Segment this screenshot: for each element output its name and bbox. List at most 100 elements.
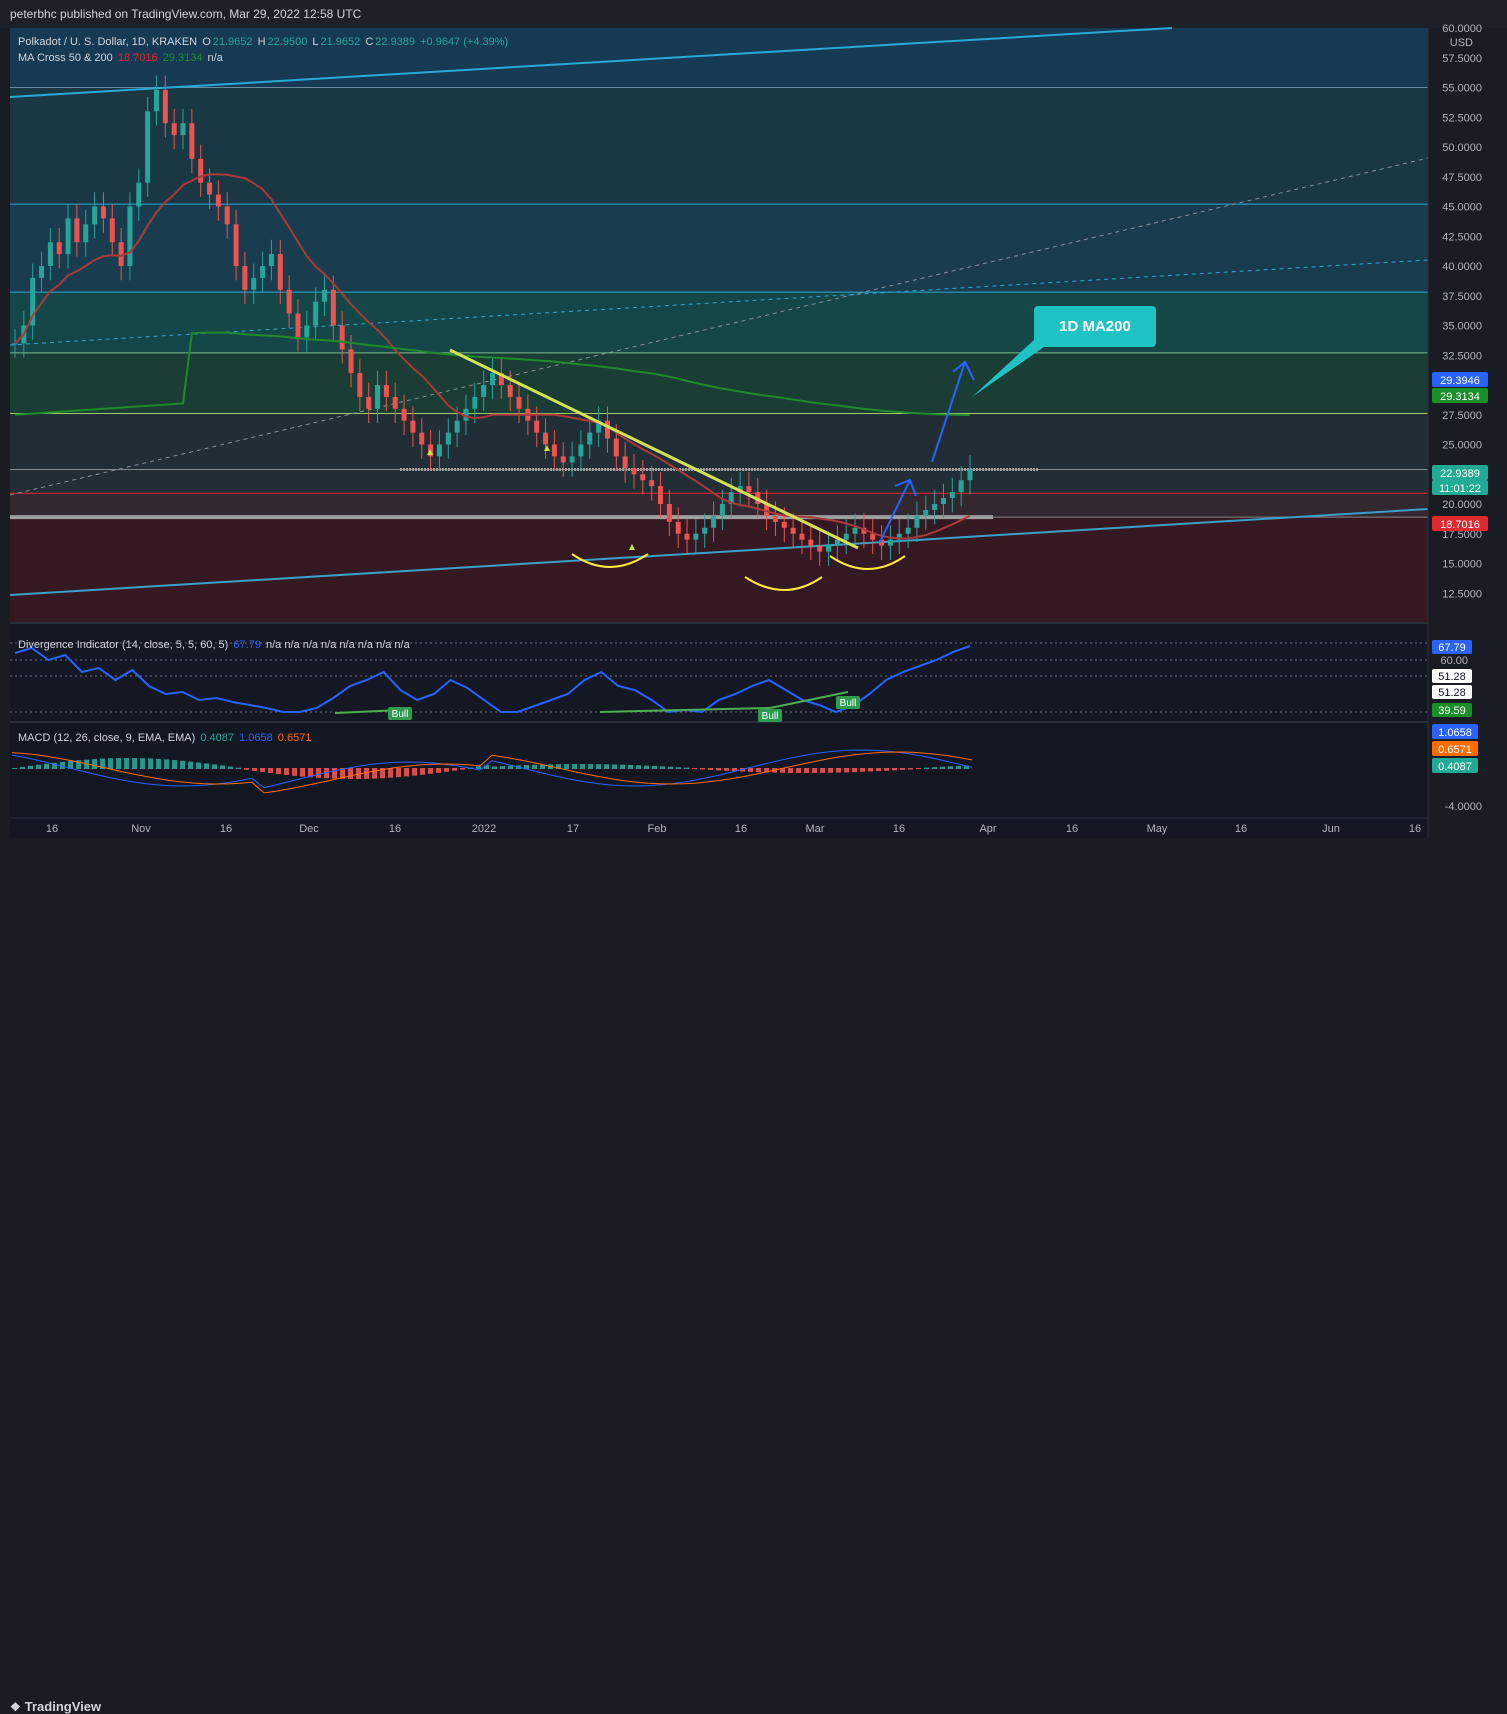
macd-histogram-bar [236,767,241,769]
macd-histogram-bar [44,763,49,769]
candle-body [843,533,849,540]
bull-label: Bull [762,711,779,722]
ma200-line [14,331,971,417]
macd-histogram-bar [76,760,81,769]
projection-arrow-2-head [894,478,917,497]
candle-body [631,468,637,475]
divergence-tag-box [1432,703,1472,717]
price-tick-label: 20.0000 [1442,499,1482,511]
ohlc-low: 21.9652 [320,36,361,48]
candle-body [932,504,938,510]
macd-histogram-bar [164,759,169,769]
publish-bar: peterbhc published on TradingView.com, M… [0,0,1507,28]
macd-histogram-bar [900,768,905,770]
macd-histogram-bar [524,765,529,769]
candle-body [30,277,36,326]
zone-band [10,28,1428,88]
candle-body [905,527,911,534]
ma-cross-label: MA Cross 50 & 200 [18,52,113,64]
macd-histogram-bar [332,768,337,779]
candle-body [914,515,920,528]
candle-body [666,504,672,522]
candle-body [702,527,708,534]
macd-label: MACD (12, 26, close, 9, EMA, EMA) [18,732,196,744]
macd-histogram-bar [476,766,481,769]
price-tag-box [1432,480,1488,495]
signal-triangle [544,445,550,451]
tradingview-logo: ❖ TradingView [10,1699,101,1714]
candle-body [684,533,690,540]
candle-body [826,545,832,552]
macd-histogram-bar [916,768,921,770]
projection-arrow-2 [879,479,911,543]
candle-body [658,486,664,504]
macd-histogram-bar [284,768,289,775]
macd-histogram-bar [564,764,569,769]
price-tag-text: 22.9389 [1440,468,1480,480]
candle-body [790,527,796,534]
candle-body [304,325,310,338]
candle-body [233,224,239,266]
candle-body [587,432,593,445]
bottom-arc-1 [571,553,649,568]
price-tick-label: 37.5000 [1442,291,1482,303]
macd-histogram-bar [20,766,25,769]
price-tag-text: 29.3946 [1440,375,1480,387]
price-tick-label: 32.5000 [1442,350,1482,362]
macd-histogram-bar [780,768,785,773]
price-tick-label: 50.0000 [1442,142,1482,154]
channel-upper [9,27,1173,98]
macd-histogram-bar [268,768,273,774]
callout-pointer [972,340,1054,397]
projection-arrow-1-head [952,360,975,381]
candle-body [127,206,133,266]
chart-canvas[interactable]: Bull Bull Bull 60.0000 57.5000 55.0000 52.5000… [0,0,1507,846]
time-axis-label: Mar [806,823,825,835]
time-axis-label: May [1147,823,1168,835]
price-tag-text: 11:01:22 [1439,483,1481,495]
candle-body [171,123,177,136]
divergence-tag-box [1432,685,1472,699]
bull-divergence-line [599,707,771,713]
price-tag-box [1432,372,1488,387]
macd-histogram-bar [396,768,401,778]
divergence-tag-text: 39.59 [1438,705,1466,717]
macd-histogram-bar [36,764,41,769]
ma50-value: 18.7016 [117,52,158,64]
candle-body [74,218,80,243]
macd-histogram-bar [956,765,961,769]
signal-triangle [629,544,635,550]
price-tick-label: 55.0000 [1442,83,1482,95]
zone-band [10,493,1428,518]
macd-histogram-bar [684,767,689,769]
time-axis-label: Dec [299,823,319,835]
candle-body [56,242,62,255]
price-tick-label: 15.0000 [1442,559,1482,571]
candle-body [534,420,540,433]
candle-body [613,438,619,457]
candle-body [728,492,734,504]
macd-histogram-bar [12,768,17,769]
macd-histogram-bar [220,765,225,769]
macd-histogram-bar [724,768,729,771]
macd-histogram-bar [228,766,233,769]
candle-body [817,545,823,552]
macd-histogram-bar [92,759,97,769]
time-axis-label: 2022 [472,823,496,835]
bottom-arc-2 [744,576,823,591]
macd-histogram-bar [580,764,585,769]
macd-histogram-bar [140,758,145,769]
candle-body [436,444,442,457]
time-axis-label: 16 [220,823,232,835]
macd-histogram-bar [820,768,825,773]
macd-tag-text: 1.0658 [1438,727,1472,739]
macd-histogram-bar [116,758,121,769]
price-tick-label: 25.0000 [1442,440,1482,452]
price-tick-label: 60.0000 [1442,23,1482,35]
macd-histogram-bar [852,768,857,773]
zone-band [10,87,1428,205]
macd-histogram-bar [924,767,929,769]
candle-body [569,456,575,463]
macd-histogram-bar [52,762,57,769]
candle-body [578,444,584,457]
